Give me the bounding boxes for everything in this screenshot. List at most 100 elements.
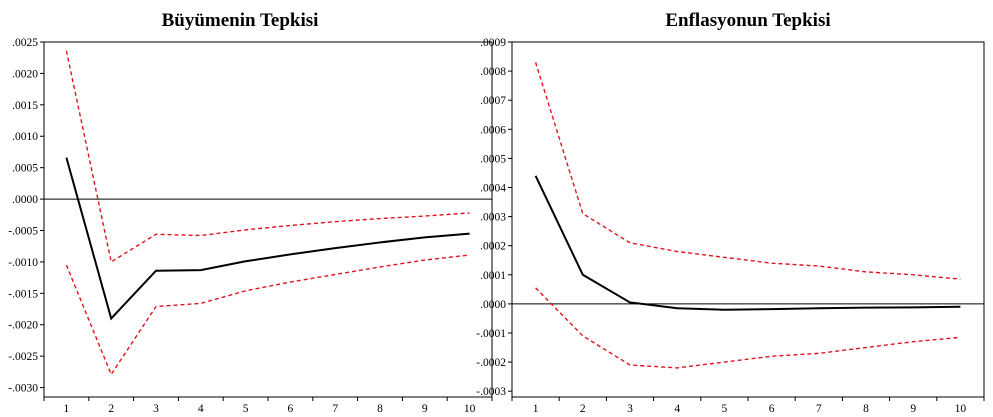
data-point-response — [424, 237, 425, 238]
y-tick-label: -.0030 — [8, 383, 38, 395]
data-point-lower — [960, 337, 961, 338]
x-tick-label: 2 — [580, 403, 586, 415]
data-point-response — [771, 309, 772, 310]
y-tick-label: .0009 — [480, 37, 506, 49]
data-point-upper — [818, 265, 819, 266]
y-tick-label: -.0001 — [476, 328, 506, 340]
series-line-response — [65, 157, 470, 321]
data-point-lower — [724, 361, 725, 362]
x-tick-label: 10 — [464, 403, 476, 415]
data-point-lower — [913, 341, 914, 342]
x-tick-label: 7 — [816, 403, 822, 415]
x-tick-label: 5 — [722, 403, 728, 415]
chart-title: Enflasyonun Tepkisi — [665, 10, 830, 31]
y-tick-label: .0000 — [12, 194, 38, 206]
data-point-lower — [677, 367, 678, 368]
data-point-upper — [677, 251, 678, 252]
data-point-lower — [424, 259, 425, 260]
y-tick-label: .0010 — [12, 131, 38, 143]
data-point-response — [290, 254, 291, 255]
data-point-upper — [771, 263, 772, 264]
data-point-response — [155, 270, 156, 271]
x-tick-label: 4 — [198, 403, 204, 415]
series-line-lower — [65, 254, 470, 376]
data-point-lower — [865, 347, 866, 348]
data-point-response — [245, 261, 246, 262]
data-point-response — [469, 233, 470, 234]
x-tick-label: 9 — [422, 403, 428, 415]
chart-title: Büyümenin Tepkisi — [162, 10, 319, 31]
data-point-response — [724, 309, 725, 310]
x-tick-label: 7 — [332, 403, 338, 415]
data-point-lower — [379, 266, 380, 267]
data-point-upper — [290, 225, 291, 226]
x-tick-label: 1 — [533, 403, 539, 415]
y-tick-label: -.0025 — [8, 351, 38, 363]
data-point-response — [960, 306, 961, 307]
data-point-response — [677, 308, 678, 309]
x-tick-label: 9 — [910, 403, 916, 415]
data-point-upper — [865, 271, 866, 272]
plot-frame — [43, 41, 493, 398]
x-tick-label: 8 — [863, 403, 869, 415]
data-point-response — [865, 307, 866, 308]
series-line-upper — [65, 50, 470, 264]
y-tick-label: -.0005 — [8, 225, 38, 237]
data-point-lower — [66, 264, 67, 265]
y-tick-label: .0002 — [480, 241, 506, 253]
series-line-lower — [535, 287, 961, 369]
data-point-upper — [424, 215, 425, 216]
data-point-response — [111, 318, 112, 319]
y-tick-label: .0006 — [480, 124, 506, 136]
data-point-lower — [771, 356, 772, 357]
data-point-lower — [245, 290, 246, 291]
data-point-response — [535, 175, 536, 176]
y-tick-label: -.0010 — [8, 257, 38, 269]
data-point-upper — [535, 62, 536, 63]
y-tick-label: .0005 — [480, 153, 506, 165]
data-point-response — [335, 247, 336, 248]
data-point-lower — [155, 306, 156, 307]
x-tick-label: 2 — [108, 403, 114, 415]
x-tick-label: 10 — [955, 403, 967, 415]
y-tick-label: .0025 — [12, 37, 38, 49]
x-tick-label: 6 — [288, 403, 294, 415]
data-point-upper — [913, 274, 914, 275]
data-point-upper — [469, 212, 470, 213]
data-point-response — [379, 242, 380, 243]
y-tick-label: .0000 — [480, 299, 506, 311]
y-tick-label: .0005 — [12, 163, 38, 175]
chart-panel-2: Enflasyonun Tepkisi .0009 .0008 .0007 .0006.… — [476, 10, 985, 415]
data-point-upper — [379, 218, 380, 219]
data-point-upper — [66, 50, 67, 51]
data-point-upper — [960, 279, 961, 280]
series-line-response — [534, 175, 961, 311]
data-point-upper — [155, 234, 156, 235]
data-point-response — [818, 308, 819, 309]
x-tick-label: 1 — [64, 403, 70, 415]
data-point-response — [66, 157, 67, 158]
data-point-upper — [111, 261, 112, 262]
y-tick-label: -.0015 — [8, 288, 38, 300]
data-point-response — [200, 269, 201, 270]
data-point-response — [582, 274, 583, 275]
y-tick-label: -.0003 — [476, 386, 506, 398]
chart-panel-1: Büyümenin Tepkisi .0025 .0020 .0015 .0010 .00… — [8, 10, 493, 415]
x-tick-label: 8 — [377, 403, 383, 415]
y-tick-label: .0008 — [480, 66, 506, 78]
data-point-response — [629, 302, 630, 303]
data-point-upper — [200, 235, 201, 236]
data-point-lower — [111, 374, 112, 375]
data-point-upper — [724, 257, 725, 258]
data-point-lower — [629, 364, 630, 365]
data-point-upper — [245, 229, 246, 230]
x-tick-label: 3 — [627, 403, 633, 415]
x-tick-label: 6 — [769, 403, 775, 415]
data-point-lower — [582, 335, 583, 336]
data-point-lower — [200, 303, 201, 304]
x-tick-label: 5 — [243, 403, 249, 415]
series-line-upper — [534, 62, 961, 280]
y-tick-label: .0007 — [480, 95, 506, 107]
data-point-lower — [535, 287, 536, 288]
